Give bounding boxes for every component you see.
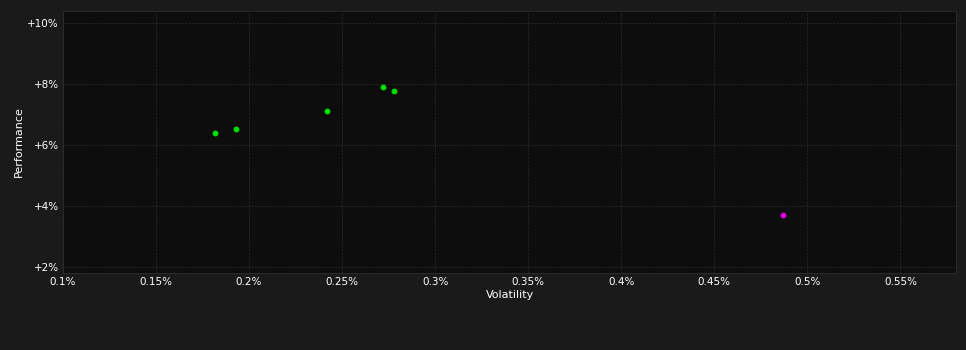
Y-axis label: Performance: Performance — [14, 106, 24, 177]
Point — [208, 130, 223, 135]
Point — [228, 126, 243, 132]
Point — [776, 212, 791, 218]
Point — [320, 108, 335, 113]
Point — [375, 84, 390, 90]
X-axis label: Volatility: Volatility — [486, 290, 533, 300]
Point — [386, 89, 402, 94]
